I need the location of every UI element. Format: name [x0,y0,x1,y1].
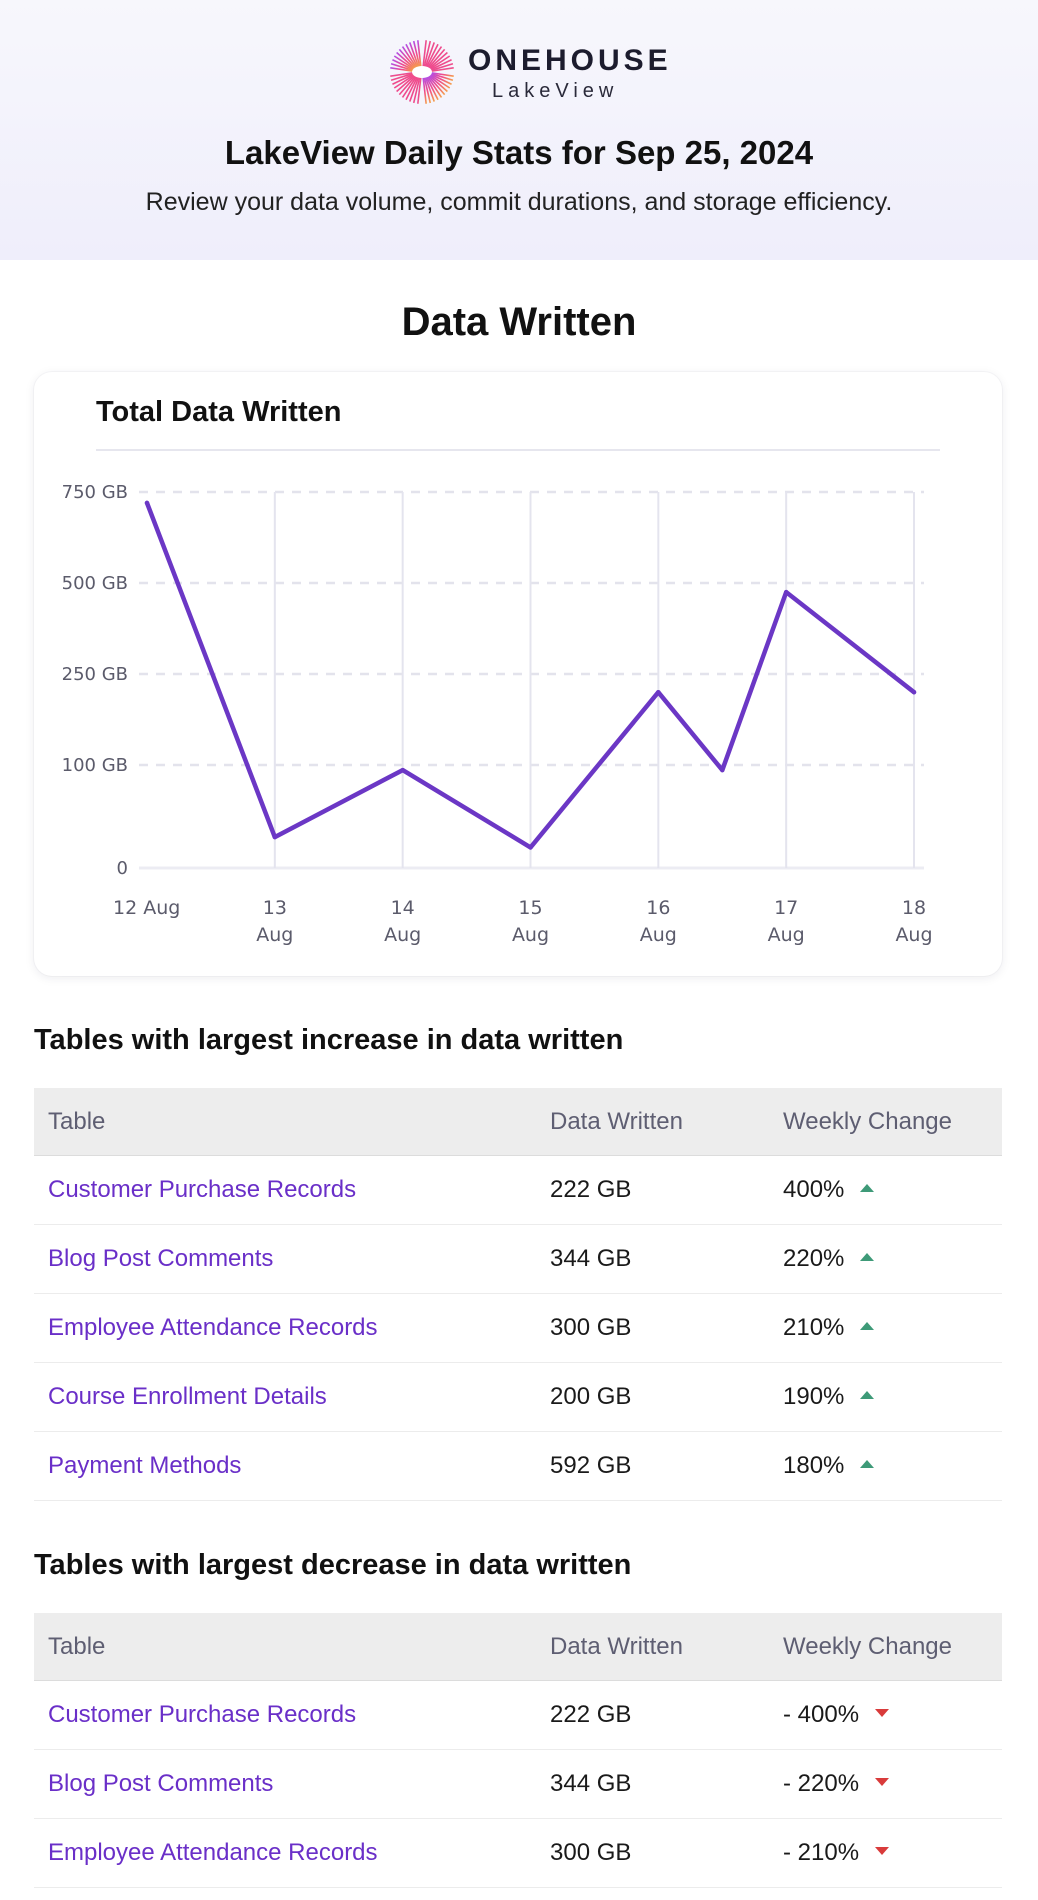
weekly-change-cell: 400% [783,1156,875,1224]
arrow-up-icon [860,1253,875,1261]
data-written-value: 344 GB [550,1245,632,1272]
weekly-change-value: 220% [783,1245,845,1272]
weekly-change-cell: 180% [783,1432,875,1500]
column-header-weekly-change: Weekly Change [783,1632,952,1660]
data-point [656,690,661,695]
arrow-up-icon [860,1391,875,1399]
x-tick-label: 12 Aug [113,897,180,919]
divider [96,449,940,451]
table-row: Employee Attendance Records 300 GB 210% [34,1294,1002,1363]
arrow-up-icon [860,1184,875,1192]
data-point [272,834,277,840]
data-written-series-line [144,500,917,850]
arrow-down-icon [875,1847,890,1855]
brand-subname: LakeView [492,80,619,102]
weekly-change-cell: - 220% [783,1750,890,1818]
page-title: LakeView Daily Stats for Sep 25, 2024 [224,134,814,171]
weekly-change-value: - 210% [783,1839,860,1866]
page-subtitle: Review your data volume, commit duration… [145,188,893,216]
y-tick-label: 750 GB [62,482,128,503]
increase-table-heading: Tables with largest increase in data wri… [34,1024,624,1056]
weekly-change-cell: - 400% [783,1681,890,1749]
chart-grid [139,490,924,870]
data-written-value: 344 GB [550,1770,632,1797]
data-written-value: 200 GB [550,1383,632,1410]
table-row: Customer Purchase Records 222 GB - 400% [34,1681,1002,1750]
weekly-change-value: - 220% [783,1770,860,1797]
x-tick-label: 14 Aug [384,897,421,946]
decrease-table-heading: Tables with largest decrease in data wri… [34,1549,632,1581]
brand-logo[interactable]: ONEHOUSE LakeView [388,36,668,108]
data-point [720,767,725,773]
data-point [144,500,150,506]
line-chart: 750 GB 500 GB 250 GB 100 GB 0 12 Aug 13 Aug 14 Au… [62,482,933,946]
weekly-change-value: 180% [783,1452,845,1479]
arrow-down-icon [875,1778,890,1786]
y-tick-label: 0 [117,858,128,879]
onehouse-logo-icon [390,40,454,104]
table-name-link[interactable]: Employee Attendance Records [48,1839,378,1866]
data-written-value: 222 GB [550,1176,632,1203]
table-name-link[interactable]: Employee Attendance Records [48,1314,378,1341]
table-row: Course Enrollment Details 200 GB 190% [34,1363,1002,1432]
weekly-change-cell: - 210% [783,1819,890,1887]
table-name-link[interactable]: Blog Post Comments [48,1770,274,1797]
table-row: Blog Post Comments 344 GB 220% [34,1225,1002,1294]
data-written-value: 222 GB [550,1701,632,1728]
column-header-weekly-change: Weekly Change [783,1107,952,1135]
column-header-table: Table [48,1107,106,1135]
arrow-down-icon [875,1709,890,1717]
data-point [528,845,533,850]
y-tick-label: 250 GB [62,664,128,685]
increase-table: Table Data Written Weekly Change Custome… [34,1088,1002,1501]
weekly-change-value: 190% [783,1383,845,1410]
data-point [784,589,789,595]
header-banner: ONEHOUSE LakeView LakeView Daily Stats f… [0,0,1038,260]
chart-card: Total Data Written 750 GB 500 GB 250 GB 100… [34,372,1002,976]
weekly-change-cell: 210% [783,1294,875,1362]
x-tick-label: 13 Aug [256,897,293,946]
chart-title: Total Data Written [96,396,342,428]
table-row: Payment Methods 592 GB 180% [34,1432,1002,1501]
table-name-link[interactable]: Customer Purchase Records [48,1701,357,1728]
weekly-change-cell: 190% [783,1363,875,1431]
section-title: Data Written [401,300,637,344]
data-point [400,767,405,773]
weekly-change-value: - 400% [783,1701,860,1728]
table-row: Customer Purchase Records 222 GB 400% [34,1156,1002,1225]
data-written-value: 300 GB [550,1839,632,1866]
column-header-data-written: Data Written [550,1107,683,1135]
weekly-change-value: 400% [783,1176,845,1203]
table-name-link[interactable]: Customer Purchase Records [48,1176,357,1203]
x-tick-label: 15 Aug [512,897,549,946]
table-row: Employee Attendance Records 300 GB - 210% [34,1819,1002,1888]
arrow-up-icon [860,1322,875,1330]
table-name-link[interactable]: Course Enrollment Details [48,1383,327,1410]
weekly-change-cell: 220% [783,1225,875,1293]
column-header-data-written: Data Written [550,1632,683,1660]
data-written-value: 300 GB [550,1314,632,1341]
x-tick-label: 16 Aug [640,897,677,946]
table-header: Table Data Written Weekly Change [34,1088,1002,1156]
x-tick-label: 17 Aug [768,897,805,946]
table-header: Table Data Written Weekly Change [34,1613,1002,1681]
y-tick-label: 500 GB [62,573,128,594]
data-point [911,690,917,695]
weekly-change-value: 210% [783,1314,845,1341]
brand-name: ONEHOUSE [468,44,672,77]
arrow-up-icon [860,1460,875,1468]
column-header-table: Table [48,1632,106,1660]
y-tick-label: 100 GB [62,755,128,776]
table-row: Blog Post Comments 344 GB - 220% [34,1750,1002,1819]
data-written-value: 592 GB [550,1452,632,1479]
decrease-table: Table Data Written Weekly Change Custome… [34,1613,1002,1888]
x-tick-label: 18 Aug [895,897,932,946]
table-name-link[interactable]: Payment Methods [48,1452,242,1479]
table-name-link[interactable]: Blog Post Comments [48,1245,274,1272]
